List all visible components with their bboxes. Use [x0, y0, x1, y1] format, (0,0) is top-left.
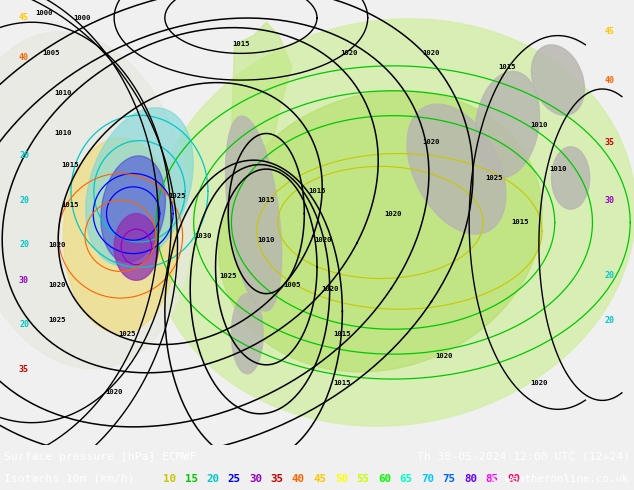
Text: 20: 20: [605, 316, 615, 325]
Polygon shape: [475, 72, 540, 178]
Text: 1020: 1020: [530, 380, 548, 386]
Text: 1025: 1025: [48, 318, 66, 323]
Text: 1015: 1015: [257, 197, 275, 203]
Polygon shape: [114, 214, 158, 280]
Text: 30: 30: [605, 196, 615, 205]
Text: 10: 10: [163, 474, 176, 484]
Text: 20: 20: [206, 474, 219, 484]
Polygon shape: [226, 116, 281, 311]
Text: 1015: 1015: [333, 331, 351, 337]
Polygon shape: [219, 91, 542, 372]
Polygon shape: [150, 19, 634, 426]
Text: 20: 20: [19, 151, 29, 160]
Text: 45: 45: [605, 26, 615, 36]
Text: Th 30-05-2024 12:00 UTC (12+24): Th 30-05-2024 12:00 UTC (12+24): [417, 452, 630, 462]
Polygon shape: [0, 32, 191, 369]
Text: 1015: 1015: [333, 380, 351, 386]
Text: 1020: 1020: [48, 242, 66, 248]
Text: 1010: 1010: [549, 166, 567, 172]
Text: 1020: 1020: [340, 50, 358, 56]
Text: 1015: 1015: [232, 42, 250, 48]
Text: 1015: 1015: [61, 162, 79, 168]
Text: 1020: 1020: [48, 282, 66, 288]
Text: 1020: 1020: [422, 50, 440, 56]
Text: 1015: 1015: [61, 202, 79, 208]
Text: 15: 15: [184, 474, 198, 484]
Text: 1015: 1015: [498, 64, 516, 70]
Polygon shape: [101, 156, 165, 262]
Text: 1020: 1020: [422, 139, 440, 146]
Text: 20: 20: [19, 240, 29, 249]
Text: 1020: 1020: [435, 353, 453, 359]
Polygon shape: [552, 147, 590, 209]
Text: 40: 40: [19, 53, 29, 62]
Text: 1010: 1010: [55, 130, 72, 137]
Text: 55: 55: [356, 474, 370, 484]
Polygon shape: [63, 138, 178, 334]
Text: 1005: 1005: [283, 282, 301, 288]
Polygon shape: [86, 108, 193, 266]
Text: 30: 30: [19, 276, 29, 285]
Text: 45: 45: [19, 13, 29, 23]
Text: 60: 60: [378, 474, 391, 484]
Text: 35: 35: [271, 474, 283, 484]
Text: 1005: 1005: [42, 50, 60, 56]
Text: 1015: 1015: [308, 188, 326, 195]
Text: 1020: 1020: [105, 389, 123, 394]
Text: 35: 35: [605, 138, 615, 147]
Text: 85: 85: [486, 474, 498, 484]
Polygon shape: [228, 22, 292, 312]
Text: 1000: 1000: [74, 15, 91, 21]
Text: 20: 20: [19, 320, 29, 329]
Polygon shape: [531, 45, 585, 115]
Text: 1020: 1020: [314, 237, 332, 243]
Text: 1020: 1020: [384, 211, 402, 217]
Text: 25: 25: [228, 474, 240, 484]
Text: 35: 35: [19, 365, 29, 374]
Text: 1025: 1025: [169, 193, 186, 199]
Text: 1010: 1010: [55, 91, 72, 97]
Text: 50: 50: [335, 474, 348, 484]
Text: 75: 75: [443, 474, 455, 484]
Polygon shape: [231, 294, 263, 374]
Text: 40: 40: [605, 75, 615, 85]
Text: 80: 80: [464, 474, 477, 484]
Text: 20: 20: [19, 196, 29, 205]
Text: © weatheronline.co.uk: © weatheronline.co.uk: [493, 474, 629, 484]
Text: 1025: 1025: [219, 273, 237, 279]
Text: 1010: 1010: [257, 237, 275, 243]
Text: 20: 20: [605, 271, 615, 280]
Polygon shape: [407, 104, 506, 234]
Text: 65: 65: [399, 474, 413, 484]
Text: 90: 90: [507, 474, 520, 484]
Text: 1000: 1000: [36, 10, 53, 16]
Text: 1030: 1030: [194, 233, 212, 239]
Text: 30: 30: [249, 474, 262, 484]
Text: Surface pressure [hPa] ECMWF: Surface pressure [hPa] ECMWF: [4, 452, 197, 462]
Text: Isotachs 10m (km/h): Isotachs 10m (km/h): [4, 474, 134, 484]
Text: 1020: 1020: [321, 286, 339, 292]
Text: 45: 45: [313, 474, 327, 484]
Text: 1025: 1025: [118, 331, 136, 337]
Text: 70: 70: [421, 474, 434, 484]
Text: 40: 40: [292, 474, 305, 484]
Text: 1025: 1025: [486, 175, 503, 181]
Text: 1015: 1015: [511, 220, 529, 225]
Text: 1010: 1010: [530, 122, 548, 127]
